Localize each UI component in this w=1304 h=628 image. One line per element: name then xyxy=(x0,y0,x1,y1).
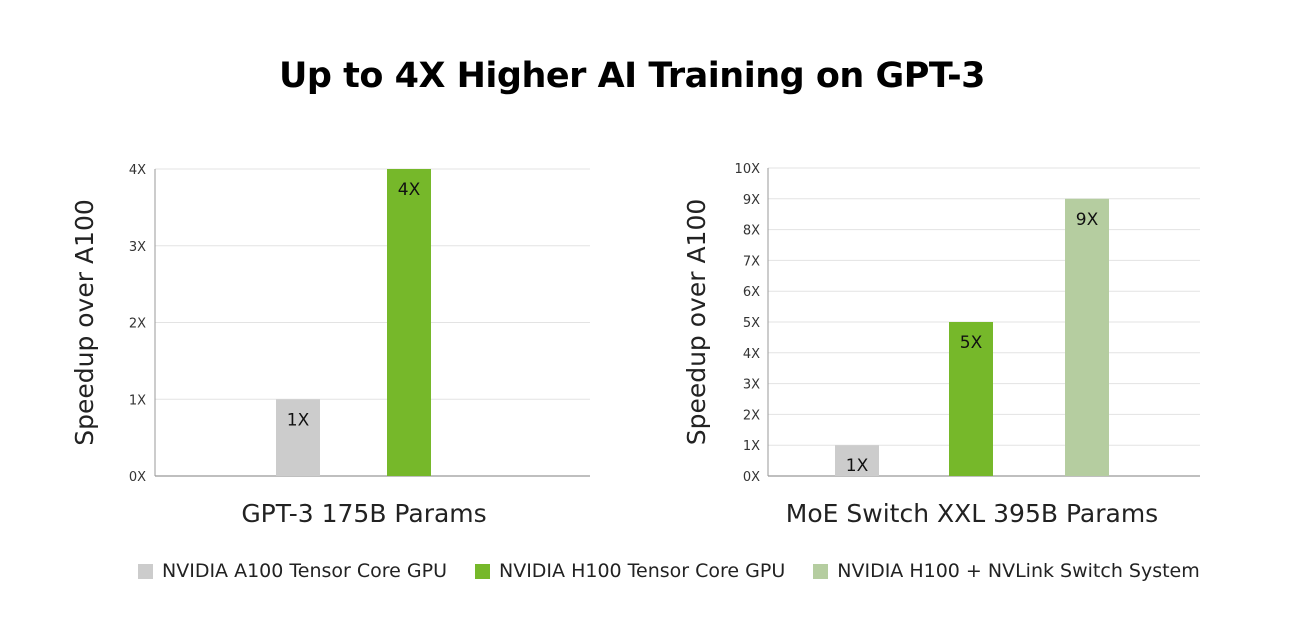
y-tick-label: 3X xyxy=(743,378,760,393)
legend-swatch-a100 xyxy=(138,563,153,579)
y-tick-label: 4X xyxy=(129,163,146,178)
x-axis-label: GPT-3 175B Params xyxy=(241,499,486,528)
bar-value-label: 9X xyxy=(1076,210,1099,230)
legend-item-a100: NVIDIA A100 Tensor Core GPU xyxy=(138,560,447,582)
y-tick-label: 1X xyxy=(743,439,760,454)
bar xyxy=(276,399,320,476)
legend-label-a100: NVIDIA A100 Tensor Core GPU xyxy=(162,560,447,582)
y-tick-label: 8X xyxy=(743,224,760,239)
y-tick-label: 2X xyxy=(743,408,760,423)
legend-label-h100: NVIDIA H100 Tensor Core GPU xyxy=(498,560,786,582)
y-tick-label: 0X xyxy=(129,470,146,485)
bar xyxy=(949,322,993,476)
y-tick-label: 0X xyxy=(743,470,760,485)
y-tick-label: 7X xyxy=(743,254,760,269)
legend-item-h100: NVIDIA H100 Tensor Core GPU xyxy=(474,560,786,582)
y-tick-label: 2X xyxy=(129,317,146,332)
y-axis-label: Speedup over A100 xyxy=(682,199,711,446)
bar-value-label: 1X xyxy=(846,456,869,476)
y-tick-label: 5X xyxy=(743,316,760,331)
x-axis-label: MoE Switch XXL 395B Params xyxy=(786,499,1158,528)
bar-value-label: 5X xyxy=(960,333,983,353)
legend-item-h100-nvlink: NVIDIA H100 + NVLink Switch System xyxy=(813,560,1200,582)
y-tick-label: 6X xyxy=(743,285,760,300)
bar-value-label: 1X xyxy=(287,410,310,430)
legend-swatch-h100 xyxy=(474,563,490,579)
legend: NVIDIA A100 Tensor Core GPU NVIDIA H100 … xyxy=(138,560,1228,582)
y-axis-label: Speedup over A100 xyxy=(70,199,99,446)
bar xyxy=(1065,198,1109,477)
legend-swatch-h100-nvlink xyxy=(813,563,829,579)
y-tick-label: 10X xyxy=(735,162,761,177)
y-tick-label: 9X xyxy=(743,193,760,208)
y-tick-label: 3X xyxy=(129,240,146,255)
legend-label-h100-nvlink: NVIDIA H100 + NVLink Switch System xyxy=(837,560,1200,582)
y-tick-label: 4X xyxy=(743,347,760,362)
bar xyxy=(835,445,879,476)
chart-title: Up to 4X Higher AI Training on GPT-3 xyxy=(279,56,986,96)
bar xyxy=(387,169,431,476)
charts-area: 0X 1X 2X 3X 4X 1X 4X Speedup over A100 GPT-3 175… xyxy=(70,162,1200,528)
y-tick-label: 1X xyxy=(129,393,146,408)
bar-value-label: 4X xyxy=(398,180,421,200)
